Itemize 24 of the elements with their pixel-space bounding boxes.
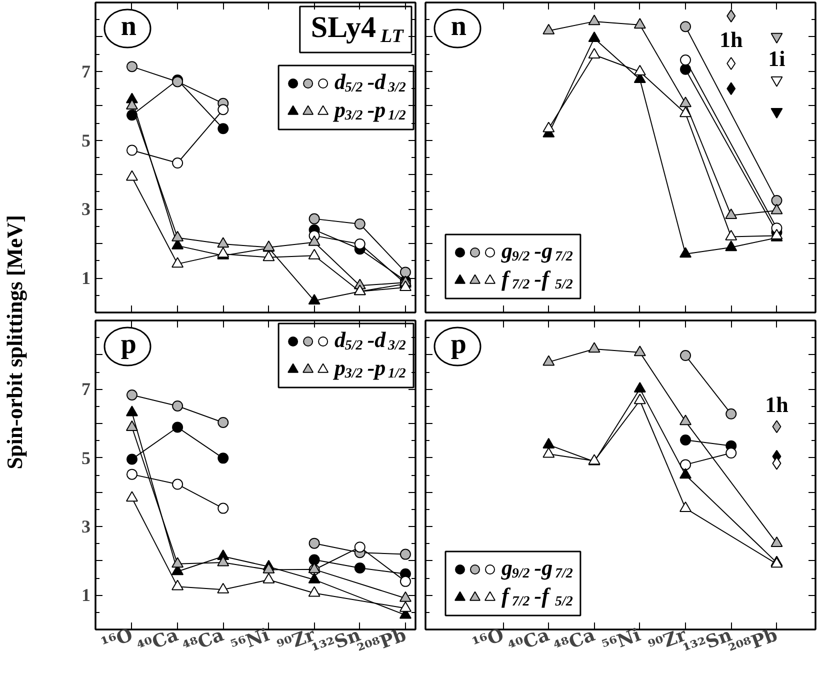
text: n: [450, 11, 467, 42]
y-tick-label: 1: [82, 585, 90, 606]
x-tick-label: ¹⁶O: [470, 624, 507, 656]
annotation: n: [120, 11, 137, 42]
y-tick-label: 1: [82, 268, 90, 288]
x-tick-label: ¹⁶O: [98, 624, 136, 656]
x-tick-label: ⁴⁰Ca: [506, 624, 553, 659]
annotation: 1h: [719, 27, 743, 52]
x-tick-label: ⁵⁶Ni: [228, 624, 272, 658]
y-axis-title: Spin-orbit splittings [MeV]: [1, 214, 28, 470]
y-tick-label: 5: [82, 130, 90, 150]
y-tick-label: 3: [82, 199, 90, 220]
x-tick-label: ⁴⁸Ca: [551, 624, 598, 659]
x-tick-label: ⁴⁸Ca: [180, 624, 228, 659]
y-tick-label: 7: [82, 379, 90, 400]
annotation: 1h: [765, 392, 788, 418]
y-tick-label: 7: [82, 61, 90, 82]
text: p: [450, 329, 466, 360]
x-tick-label: ⁵⁶Ni: [600, 624, 644, 658]
y-tick-label: 3: [82, 516, 90, 536]
y-tick-label: 5: [82, 448, 90, 468]
annotation: 1i: [768, 46, 786, 71]
annotation: p: [120, 329, 136, 360]
x-tick-label: ⁴⁰Ca: [134, 624, 182, 659]
